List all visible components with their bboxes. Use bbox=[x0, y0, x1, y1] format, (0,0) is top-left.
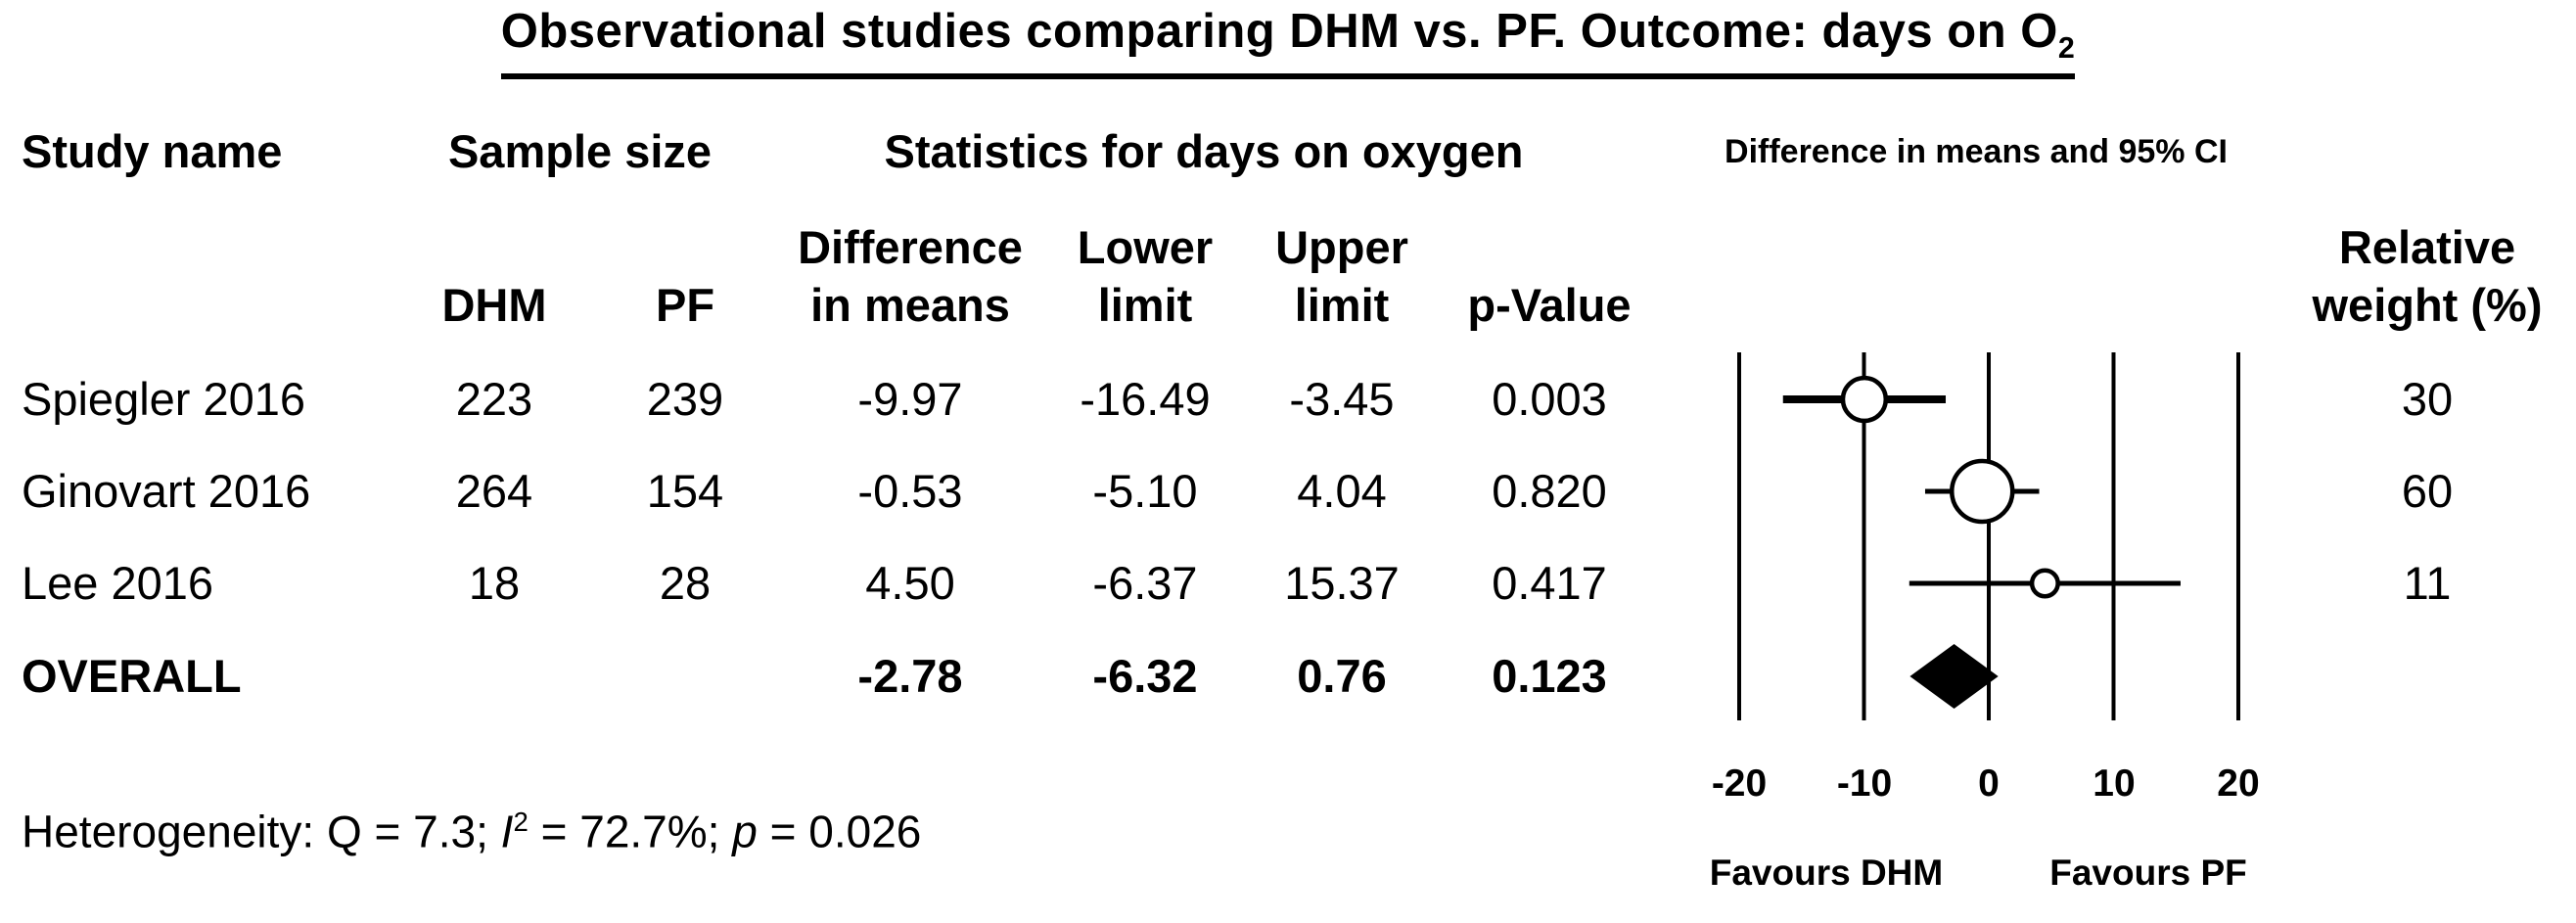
x-tick-neg10: -10 bbox=[1836, 762, 1893, 805]
header-sample-size: Sample size bbox=[447, 125, 713, 177]
heterogeneity-mid: = 72.7%; bbox=[528, 806, 733, 857]
cell-lower-limit: -16.49 bbox=[1080, 373, 1211, 425]
cell-lower-limit: -6.37 bbox=[1092, 557, 1198, 609]
cell-study-name: Spiegler 2016 bbox=[22, 373, 306, 425]
x-tick-10: 10 bbox=[2093, 762, 2136, 805]
cell-p-value: 0.003 bbox=[1492, 373, 1607, 425]
cell-relative-weight: 60 bbox=[2401, 465, 2454, 517]
overall-diamond bbox=[1909, 644, 1999, 709]
header-dhm: DHM bbox=[441, 279, 547, 331]
figure-title-subscript: 2 bbox=[2057, 30, 2076, 65]
cell-study-name: Lee 2016 bbox=[22, 557, 214, 609]
favours-dhm-label: Favours DHM bbox=[1709, 853, 1944, 893]
cell-diff-means: 4.50 bbox=[865, 557, 955, 609]
header-study-name: Study name bbox=[22, 125, 283, 177]
header-upper-line2: limit bbox=[1294, 279, 1390, 331]
heterogeneity-p-symbol: p bbox=[732, 806, 758, 857]
header-upper-line1: Upper bbox=[1275, 221, 1408, 273]
cell-study-name: OVERALL bbox=[22, 650, 242, 702]
cell-lower-limit: -5.10 bbox=[1092, 465, 1198, 517]
cell-dhm-n: 223 bbox=[455, 373, 533, 425]
cell-dhm-n: 18 bbox=[468, 557, 521, 609]
heterogeneity-i-sup: 2 bbox=[513, 807, 529, 837]
figure-title-main: Observational studies comparing DHM vs. … bbox=[500, 5, 2058, 58]
heterogeneity-prefix: Heterogeneity: Q = 7.3; bbox=[22, 806, 501, 857]
figure-title: Observational studies comparing DHM vs. … bbox=[0, 4, 2576, 79]
cell-pf-n: 239 bbox=[646, 373, 724, 425]
cell-diff-means: -0.53 bbox=[857, 465, 963, 517]
cell-relative-weight: 30 bbox=[2401, 373, 2454, 425]
cell-diff-means: -2.78 bbox=[857, 650, 963, 702]
header-weight-line1: Relative bbox=[2338, 221, 2516, 273]
cell-pf-n: 28 bbox=[659, 557, 712, 609]
cell-p-value: 0.820 bbox=[1492, 465, 1607, 517]
heterogeneity-note: Heterogeneity: Q = 7.3; I2 = 72.7%; p = … bbox=[22, 793, 921, 856]
cell-upper-limit: -3.45 bbox=[1289, 373, 1395, 425]
cell-lower-limit: -6.32 bbox=[1092, 650, 1198, 702]
figure-title-text: Observational studies comparing DHM vs. … bbox=[500, 4, 2076, 79]
favours-pf-label: Favours PF bbox=[2049, 853, 2247, 893]
cell-upper-limit: 0.76 bbox=[1297, 650, 1387, 702]
header-difference-line1: Difference bbox=[798, 221, 1023, 273]
cell-study-name: Ginovart 2016 bbox=[22, 465, 311, 517]
cell-dhm-n: 264 bbox=[455, 465, 533, 517]
x-tick-0: 0 bbox=[1978, 762, 2000, 805]
cell-p-value: 0.123 bbox=[1492, 650, 1607, 702]
cell-pf-n: 154 bbox=[646, 465, 724, 517]
heterogeneity-suffix: = 0.026 bbox=[757, 806, 922, 857]
x-tick-20: 20 bbox=[2217, 762, 2260, 805]
cell-upper-limit: 15.37 bbox=[1284, 557, 1400, 609]
header-pf: PF bbox=[655, 279, 715, 331]
cell-p-value: 0.417 bbox=[1492, 557, 1607, 609]
x-tick-neg20: -20 bbox=[1711, 762, 1768, 805]
header-weight-line2: weight (%) bbox=[2312, 279, 2543, 331]
header-statistics: Statistics for days on oxygen bbox=[884, 125, 1524, 177]
header-difference-ci: Difference in means and 95% CI bbox=[1725, 133, 2228, 170]
cell-upper-limit: 4.04 bbox=[1297, 465, 1387, 517]
header-lower-line2: limit bbox=[1097, 279, 1193, 331]
header-difference-line2: in means bbox=[810, 279, 1010, 331]
heterogeneity-i-symbol: I bbox=[500, 806, 514, 857]
cell-relative-weight: 11 bbox=[2403, 557, 2452, 609]
cell-diff-means: -9.97 bbox=[857, 373, 963, 425]
header-lower-line1: Lower bbox=[1077, 221, 1214, 273]
header-p-value: p-Value bbox=[1467, 279, 1632, 331]
